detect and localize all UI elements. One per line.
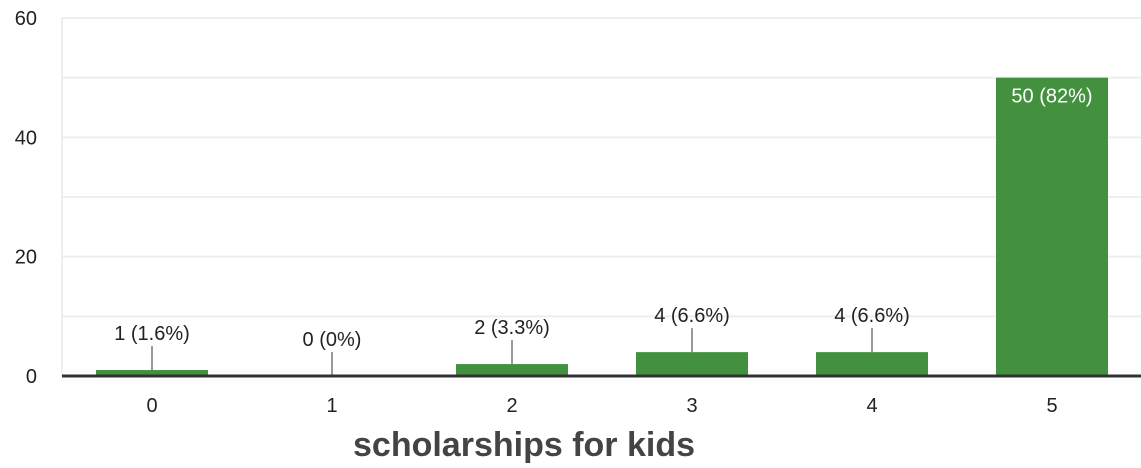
- y-tick-label: 60: [15, 8, 37, 30]
- data-label: 2 (3.3%): [474, 317, 550, 339]
- x-axis-title: scholarships for kids: [353, 426, 695, 464]
- gridlines: [61, 17, 1141, 376]
- bar[interactable]: [636, 352, 748, 376]
- data-label: 50 (82%): [1011, 86, 1092, 108]
- x-tick-label: 2: [506, 395, 517, 417]
- x-axis-ticks: 0 1 2 3 4 5: [146, 395, 1057, 417]
- data-label: 4 (6.6%): [654, 305, 730, 327]
- bar[interactable]: [996, 77, 1108, 377]
- x-tick-label: 1: [326, 395, 337, 417]
- x-tick-label: 3: [686, 395, 697, 417]
- x-tick-label: 5: [1046, 395, 1057, 417]
- data-labels: 1 (1.6%) 0 (0%) 2 (3.3%) 4 (6.6%) 4 (6.6%) 50…: [114, 86, 1092, 351]
- label-leader-lines: [151, 328, 873, 376]
- data-label: 4 (6.6%): [834, 305, 910, 327]
- bar[interactable]: [96, 370, 208, 376]
- y-axis-ticks: 0 20 40 60: [15, 8, 37, 388]
- y-tick-label: 20: [15, 247, 37, 269]
- bars: [96, 77, 1108, 377]
- bar[interactable]: [456, 364, 568, 376]
- y-tick-label: 40: [15, 127, 37, 149]
- x-tick-label: 4: [866, 395, 877, 417]
- data-label: 0 (0%): [303, 329, 362, 351]
- bar[interactable]: [816, 352, 928, 376]
- y-tick-label: 0: [26, 366, 37, 388]
- x-tick-label: 0: [146, 395, 157, 417]
- data-label: 1 (1.6%): [114, 323, 190, 345]
